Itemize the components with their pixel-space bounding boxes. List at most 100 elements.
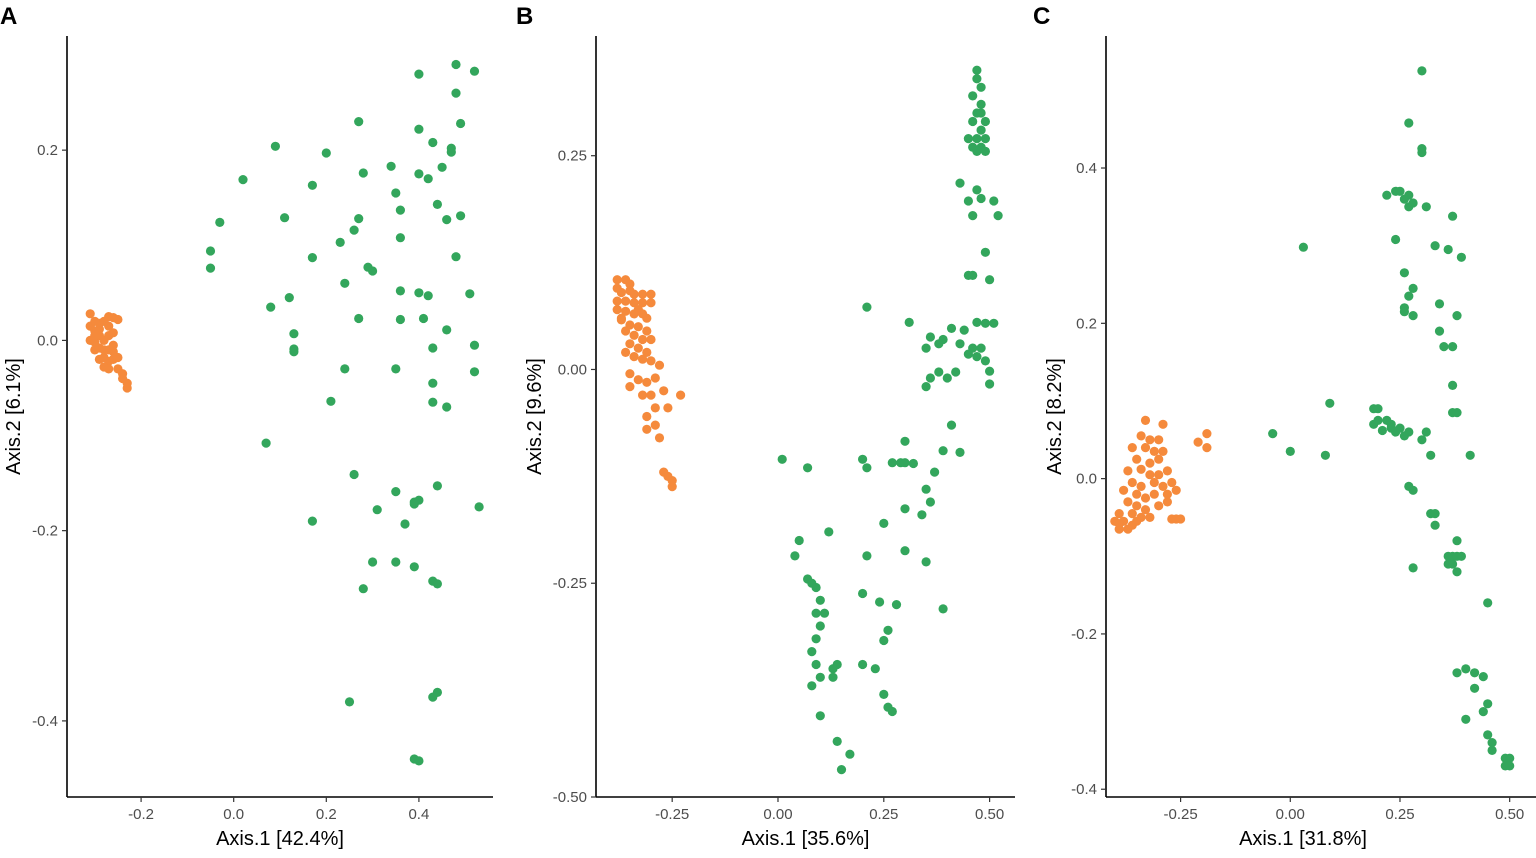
data-point — [423, 174, 433, 184]
data-point — [85, 309, 95, 319]
data-point — [1448, 559, 1458, 569]
data-point — [870, 664, 880, 674]
data-point — [667, 482, 677, 492]
y-tick-label: 0.2 — [37, 142, 58, 159]
data-point — [815, 672, 825, 682]
data-point — [1162, 466, 1172, 476]
data-point — [428, 343, 438, 353]
data-point — [469, 340, 480, 350]
y-tick-label: 0.2 — [1076, 315, 1097, 332]
data-point — [819, 608, 830, 618]
data-point — [1448, 342, 1458, 352]
data-point — [1145, 512, 1155, 523]
data-point — [904, 317, 914, 327]
data-point — [414, 169, 424, 179]
data-point — [1399, 431, 1409, 441]
data-point — [985, 366, 995, 376]
data-point — [845, 749, 855, 759]
data-point — [442, 402, 452, 412]
data-point — [113, 314, 123, 325]
data-point — [968, 91, 978, 101]
data-point — [1320, 450, 1330, 460]
data-point — [654, 433, 665, 443]
data-point — [307, 253, 317, 263]
data-point — [1132, 489, 1142, 499]
data-point — [1373, 415, 1383, 425]
data-point — [1395, 186, 1405, 196]
data-point — [1202, 443, 1212, 453]
data-point — [349, 225, 359, 235]
data-point — [1505, 761, 1515, 771]
data-point — [629, 289, 639, 299]
data-point — [646, 390, 656, 400]
x-tick-label: -0.2 — [128, 806, 154, 823]
data-point — [942, 373, 952, 383]
data-point — [391, 557, 401, 567]
data-point — [1145, 435, 1155, 445]
data-point — [976, 108, 986, 118]
data-point — [811, 608, 821, 618]
data-point — [879, 689, 889, 700]
data-point — [1452, 408, 1462, 418]
data-point — [925, 373, 936, 383]
data-point — [858, 454, 868, 464]
data-point — [836, 765, 847, 775]
data-point — [1470, 668, 1480, 678]
x-tick-label: 0.2 — [316, 806, 337, 823]
data-point — [875, 597, 885, 607]
data-point — [1136, 431, 1146, 441]
data-point — [451, 252, 461, 262]
data-point — [1132, 516, 1142, 526]
y-tick-label: -0.25 — [553, 575, 587, 592]
data-point — [432, 481, 442, 491]
data-point — [465, 289, 475, 299]
series-group-2 — [777, 65, 1003, 775]
data-point — [989, 318, 999, 328]
data-point — [642, 377, 652, 387]
data-point — [1408, 485, 1418, 495]
x-tick-label: 0.25 — [869, 806, 898, 823]
panel-c: C -0.25 0.00 0.25 0.50 -0.4 -0.2 0.0 0.2 0.4 Axis.… — [1033, 3, 1536, 850]
data-point — [1193, 437, 1203, 447]
data-point — [108, 347, 118, 357]
data-point — [1434, 326, 1445, 336]
data-point — [414, 288, 424, 298]
data-point — [1268, 429, 1278, 439]
data-point — [354, 117, 364, 127]
data-point — [638, 289, 648, 299]
data-point — [858, 659, 868, 670]
data-point — [1408, 283, 1418, 293]
data-point — [1404, 118, 1414, 128]
data-point — [1483, 699, 1493, 709]
data-point — [1154, 501, 1164, 511]
data-point — [1404, 291, 1414, 301]
data-point — [335, 237, 345, 247]
data-point — [650, 420, 660, 430]
data-point — [122, 383, 132, 393]
data-point — [794, 535, 804, 546]
data-point — [625, 369, 635, 379]
data-point — [414, 69, 424, 79]
data-point — [104, 364, 114, 374]
data-point — [1154, 435, 1164, 445]
data-point — [621, 347, 631, 357]
data-point — [815, 595, 825, 605]
data-point — [972, 352, 982, 362]
data-point — [442, 215, 452, 225]
data-point — [807, 647, 817, 657]
data-point — [456, 211, 466, 221]
data-point — [790, 551, 800, 561]
data-point — [646, 289, 656, 299]
data-point — [832, 736, 842, 747]
data-point — [811, 659, 821, 670]
data-point — [811, 582, 821, 593]
data-point — [1461, 714, 1471, 724]
data-point — [1399, 194, 1409, 204]
data-point — [972, 134, 982, 144]
data-point — [1399, 307, 1409, 317]
data-point — [428, 137, 438, 148]
data-point — [650, 403, 660, 413]
y-tick-label: 0.4 — [1076, 160, 1097, 177]
data-point — [642, 326, 652, 336]
data-point — [1399, 268, 1409, 278]
